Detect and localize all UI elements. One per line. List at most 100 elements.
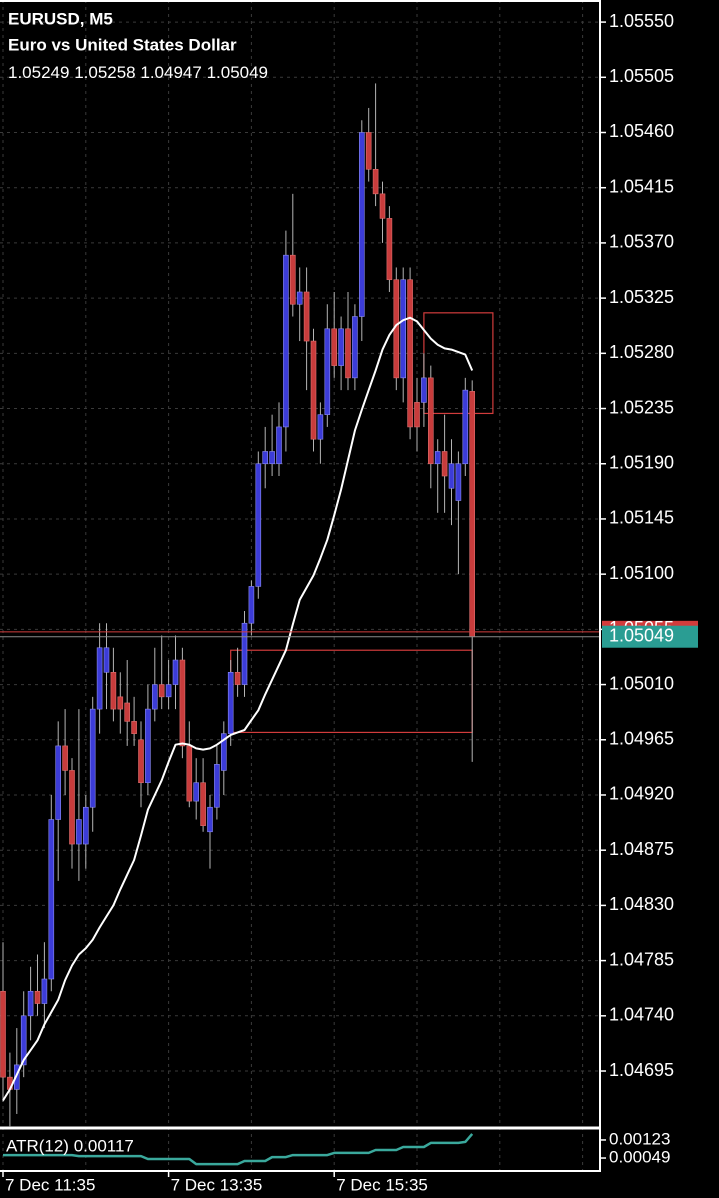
- y-tick-label: 1.04875: [609, 839, 674, 859]
- y-tick-label: 1.05415: [609, 176, 674, 196]
- candle-body: [352, 316, 358, 379]
- candle-body: [117, 696, 124, 710]
- indicator-line: [3, 1133, 474, 1166]
- price-label-box: [602, 625, 698, 648]
- candle-body: [400, 279, 407, 379]
- candle-body: [414, 402, 420, 428]
- candle-body: [214, 764, 220, 808]
- candle-body: [427, 377, 434, 465]
- candle-body: [310, 340, 317, 440]
- candle-body: [69, 770, 75, 845]
- candle-body: [303, 291, 310, 342]
- candle-body: [276, 426, 282, 465]
- candle-body: [62, 745, 68, 771]
- candle-body: [365, 132, 372, 170]
- candle-body: [103, 647, 110, 673]
- candle-body: [200, 782, 206, 826]
- candle-body: [110, 672, 117, 710]
- chart-title: EURUSD, M5: [8, 9, 113, 28]
- candle-body: [207, 806, 213, 833]
- candle-body: [76, 819, 82, 845]
- candle-body: [55, 745, 62, 820]
- candle-body: [379, 193, 386, 219]
- ohlc-close: 1.05049: [207, 63, 268, 82]
- y-tick-label: 1.04965: [609, 729, 674, 749]
- x-tick-label: 7 Dec 11:35: [5, 1175, 95, 1194]
- candle-body: [462, 389, 469, 465]
- y-tick-label: 1.04785: [609, 949, 674, 969]
- candle-body: [386, 218, 393, 281]
- candle-body: [331, 328, 338, 366]
- candle-body: [421, 377, 427, 403]
- y-tick-label: 1.05550: [609, 11, 674, 31]
- candle-body: [296, 291, 303, 305]
- y-tick-label: 1.05145: [609, 508, 674, 528]
- candle-body: [158, 684, 165, 698]
- indicator-tick-label: 0.00049: [609, 1148, 670, 1167]
- y-tick-label: 1.05100: [609, 563, 674, 583]
- candle-body: [165, 684, 172, 698]
- candle-body: [48, 819, 55, 980]
- y-tick-label: 1.05460: [609, 121, 674, 141]
- candle-body: [248, 586, 255, 624]
- y-tick-label: 1.05505: [609, 66, 674, 86]
- candle-body: [83, 806, 89, 845]
- indicator-tick-label: 0.00123: [609, 1129, 670, 1148]
- ohlc-readout: 1.05249 1.05258 1.04947 1.05049: [8, 63, 268, 82]
- ohlc-low: 1.04947: [140, 63, 201, 82]
- candle-body: [89, 708, 96, 808]
- candle-body: [407, 279, 413, 428]
- candle-body: [131, 721, 137, 734]
- ohlc-open: 1.05249: [8, 63, 69, 82]
- candle-body: [441, 451, 448, 477]
- candle-body: [455, 463, 462, 501]
- candle-body: [172, 659, 179, 685]
- candle-body: [241, 622, 248, 685]
- candle-body: [358, 132, 365, 317]
- chart-subtitle: Euro vs United States Dollar: [8, 35, 237, 54]
- candle-body: [434, 451, 441, 465]
- candle-body: [345, 328, 351, 379]
- candle-body: [448, 463, 455, 489]
- y-tick-label: 1.04830: [609, 894, 674, 914]
- candle-body: [145, 708, 151, 784]
- y-tick-label: 1.05010: [609, 673, 674, 693]
- candle-body: [227, 672, 234, 734]
- candle-body: [34, 990, 41, 1004]
- candle-body: [269, 451, 275, 465]
- y-tick-label: 1.05370: [609, 232, 674, 252]
- candle-body: [14, 1064, 20, 1090]
- y-tick-label: 1.04920: [609, 784, 674, 804]
- candle-body: [255, 463, 262, 587]
- y-tick-label: 1.04740: [609, 1005, 674, 1025]
- candle-body: [124, 702, 130, 722]
- candle-body: [338, 328, 344, 366]
- candle-body: [193, 782, 199, 802]
- candle-body: [152, 684, 158, 710]
- price-label: 1.05049: [609, 625, 674, 645]
- candle-body: [283, 254, 289, 428]
- candle-body: [221, 733, 227, 771]
- ohlc-high: 1.05258: [74, 63, 135, 82]
- candle-body: [469, 391, 476, 638]
- candle-body: [96, 647, 103, 710]
- candle-body: [138, 739, 144, 784]
- y-tick-label: 1.04695: [609, 1060, 674, 1080]
- candle-body: [372, 169, 379, 195]
- y-tick-label: 1.05280: [609, 342, 674, 362]
- candle-body: [289, 254, 296, 305]
- moving-average: [2, 316, 474, 1102]
- candle-body: [234, 672, 241, 685]
- candle-body: [41, 978, 48, 1004]
- y-tick-label: 1.05325: [609, 287, 674, 307]
- marks-layer: [0, 83, 600, 1166]
- indicator-title: ATR(12) 0.00117: [6, 1136, 134, 1155]
- candle-body: [0, 990, 6, 1078]
- y-tick-label: 1.05235: [609, 397, 674, 417]
- candle-body: [179, 659, 186, 747]
- candle-body: [186, 745, 193, 802]
- candle-body: [27, 990, 34, 1017]
- x-tick-label: 7 Dec 15:35: [336, 1175, 428, 1194]
